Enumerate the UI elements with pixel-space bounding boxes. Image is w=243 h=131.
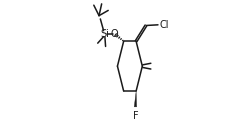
Text: Cl: Cl xyxy=(159,20,169,30)
Text: Si: Si xyxy=(101,29,109,39)
Polygon shape xyxy=(134,92,137,107)
Text: O: O xyxy=(111,29,119,39)
Text: F: F xyxy=(133,111,138,121)
